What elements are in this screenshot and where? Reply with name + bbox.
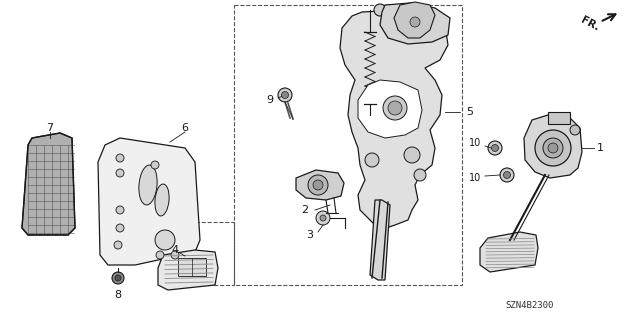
Text: 10: 10 <box>469 173 481 183</box>
FancyBboxPatch shape <box>548 112 570 124</box>
Polygon shape <box>394 2 435 38</box>
Polygon shape <box>370 200 390 280</box>
Polygon shape <box>158 250 218 290</box>
Text: 4: 4 <box>172 245 179 255</box>
Circle shape <box>114 241 122 249</box>
Circle shape <box>313 180 323 190</box>
Circle shape <box>570 125 580 135</box>
Polygon shape <box>296 170 344 200</box>
Circle shape <box>320 215 326 221</box>
Ellipse shape <box>155 184 169 216</box>
Circle shape <box>405 12 425 32</box>
Bar <box>234 5 462 285</box>
Text: 8: 8 <box>115 290 122 300</box>
Text: 3: 3 <box>307 230 314 240</box>
Circle shape <box>535 130 571 166</box>
Circle shape <box>155 230 175 250</box>
Circle shape <box>365 153 379 167</box>
Circle shape <box>548 143 558 153</box>
Text: 5: 5 <box>467 107 474 117</box>
Text: FR.: FR. <box>579 15 601 33</box>
Bar <box>160 222 234 285</box>
Polygon shape <box>98 138 200 265</box>
Circle shape <box>543 138 563 158</box>
Text: 2: 2 <box>301 205 308 215</box>
Circle shape <box>156 251 164 259</box>
Polygon shape <box>380 3 450 44</box>
Circle shape <box>116 206 124 214</box>
Circle shape <box>278 88 292 102</box>
Polygon shape <box>480 232 538 272</box>
Text: 10: 10 <box>469 138 481 148</box>
Circle shape <box>504 172 511 179</box>
Circle shape <box>116 224 124 232</box>
Polygon shape <box>340 10 448 230</box>
Circle shape <box>151 161 159 169</box>
Text: 9: 9 <box>266 95 273 105</box>
Circle shape <box>388 101 402 115</box>
Text: 7: 7 <box>47 123 54 133</box>
Circle shape <box>115 275 121 281</box>
Polygon shape <box>358 80 422 138</box>
Circle shape <box>414 169 426 181</box>
Circle shape <box>383 96 407 120</box>
Polygon shape <box>22 133 75 235</box>
Circle shape <box>500 168 514 182</box>
Text: SZN4B2300: SZN4B2300 <box>506 300 554 309</box>
Circle shape <box>282 92 289 99</box>
Text: 1: 1 <box>596 143 604 153</box>
Circle shape <box>116 169 124 177</box>
Circle shape <box>112 272 124 284</box>
Circle shape <box>116 154 124 162</box>
Circle shape <box>316 211 330 225</box>
Circle shape <box>308 175 328 195</box>
Text: 6: 6 <box>182 123 189 133</box>
Circle shape <box>374 4 386 16</box>
Circle shape <box>410 17 420 27</box>
Circle shape <box>492 145 499 152</box>
Circle shape <box>171 251 179 259</box>
Ellipse shape <box>139 165 157 205</box>
FancyBboxPatch shape <box>178 258 206 276</box>
Circle shape <box>488 141 502 155</box>
Circle shape <box>404 147 420 163</box>
Polygon shape <box>524 115 582 178</box>
